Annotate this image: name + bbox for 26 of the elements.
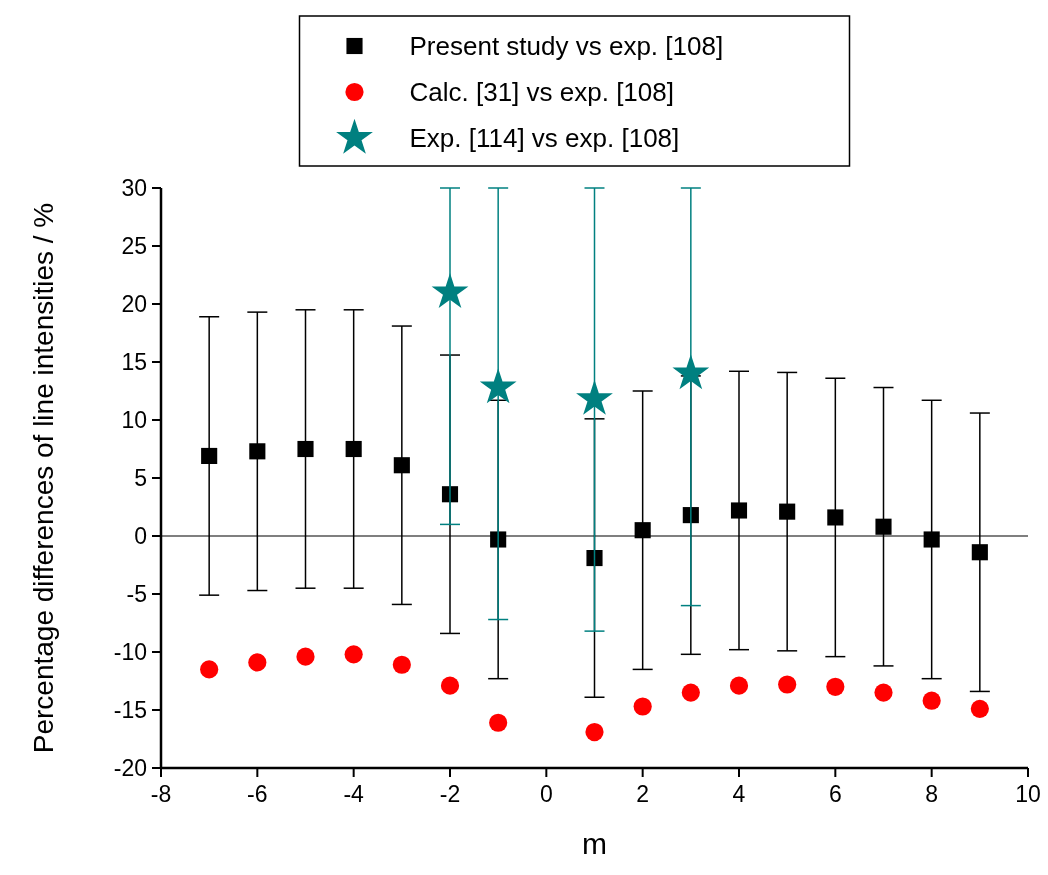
- y-tick-label: 15: [121, 349, 147, 375]
- y-tick-label: 30: [121, 175, 147, 201]
- y-tick-label: -20: [113, 755, 147, 781]
- y-tick-label: 0: [134, 523, 147, 549]
- x-tick-label: 4: [732, 781, 746, 807]
- x-axis-title: m: [582, 827, 607, 860]
- x-tick-label: -6: [247, 781, 268, 807]
- x-tick-label: 0: [539, 781, 553, 807]
- y-tick-label: -15: [113, 697, 147, 723]
- y-tick-label: 25: [121, 233, 147, 259]
- legend-label: Present study vs exp. [108]: [409, 31, 724, 61]
- legend-label: Calc. [31] vs exp. [108]: [409, 77, 674, 107]
- x-tick-label: 2: [636, 781, 650, 807]
- x-tick-label: 6: [828, 781, 842, 807]
- y-tick-label: 5: [134, 465, 147, 491]
- x-tick-label: 8: [925, 781, 939, 807]
- legend-label: Exp. [114] vs exp. [108]: [409, 123, 680, 153]
- y-axis-title: Percentage differences of line intensities / %: [28, 202, 59, 754]
- x-tick-label: -8: [150, 781, 172, 807]
- x-tick-label: -2: [439, 781, 461, 807]
- y-tick-label: 10: [121, 407, 147, 433]
- y-tick-label: -10: [113, 639, 147, 665]
- y-tick-label: 20: [121, 291, 147, 317]
- x-tick-label: 10: [1015, 781, 1041, 807]
- x-tick-label: -4: [343, 781, 365, 807]
- y-tick-label: -5: [126, 581, 147, 607]
